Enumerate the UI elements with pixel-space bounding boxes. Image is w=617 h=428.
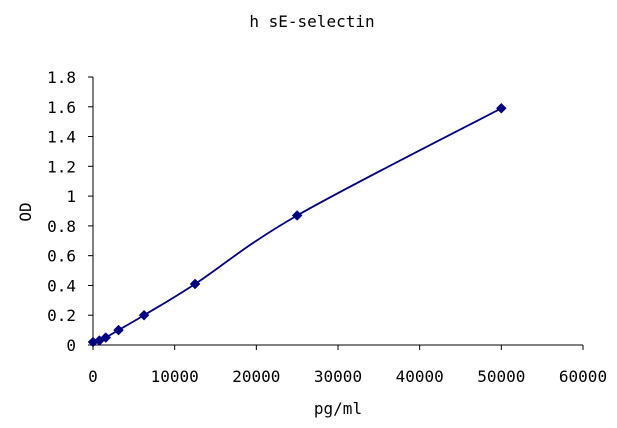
y-tick-label: 1.6 [47, 98, 76, 117]
data-point-marker [495, 102, 507, 114]
x-tick-label: 20000 [232, 367, 280, 386]
y-tick-label: 1 [66, 187, 76, 206]
y-tick-label: 0.4 [47, 276, 76, 295]
y-tick-label: 0.2 [47, 306, 76, 325]
data-point-marker [138, 309, 150, 321]
x-tick-label: 0 [88, 367, 98, 386]
x-tick-label: 10000 [151, 367, 199, 386]
y-tick-label: 0.6 [47, 247, 76, 266]
chart-title: h sE-selectin [249, 12, 374, 31]
y-axis-title: OD [16, 202, 35, 221]
y-tick-label: 0.8 [47, 217, 76, 236]
data-point-marker [100, 332, 112, 343]
y-axis: 0 0.2 0.4 0.6 0.8 1 1.2 1.4 1.6 1.8 [47, 68, 94, 355]
x-tick-label: 40000 [396, 367, 444, 386]
y-tick-label: 1.4 [47, 128, 76, 147]
y-tick-label: 1.2 [47, 157, 76, 176]
data-point-marker [189, 278, 201, 290]
series-line [92, 107, 502, 343]
x-tick-label: 50000 [477, 367, 525, 386]
x-axis: 0 10000 20000 30000 40000 50000 60000 [88, 344, 607, 386]
data-point-marker [291, 210, 303, 221]
y-tick-label: 0 [66, 336, 76, 355]
x-axis-title: pg/ml [314, 399, 362, 418]
y-tick-label: 1.8 [47, 68, 76, 87]
data-point-marker [113, 324, 124, 336]
x-tick-label: 30000 [314, 367, 362, 386]
plot-area [87, 102, 507, 348]
x-tick-label: 60000 [559, 367, 607, 386]
